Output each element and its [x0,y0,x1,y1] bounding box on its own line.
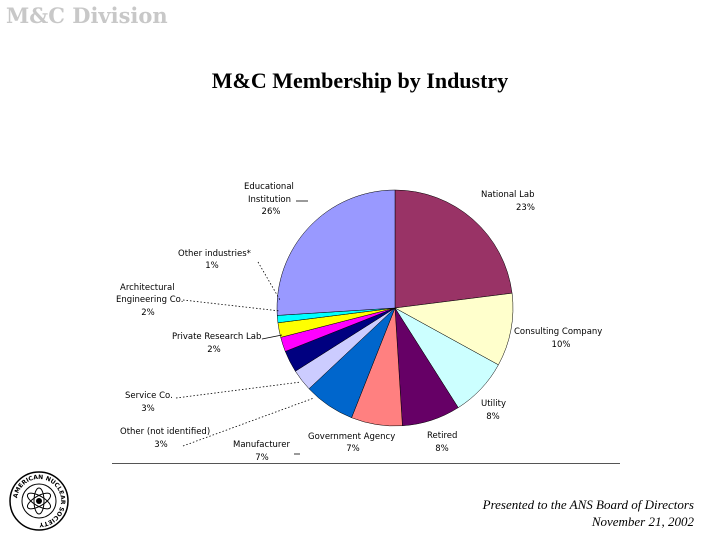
pie-slice [394,292,514,366]
ans-logo: AMERICAN NUCLEAR SOCIETY [9,471,69,531]
slice-percent: 7% [346,444,360,454]
slice-label: Government Agency [308,432,395,442]
slice-percent: 8% [435,444,449,454]
slice-percent: 3% [154,440,168,450]
division-title: M&C Division [6,3,168,28]
slice-percent: 23% [516,203,535,213]
leader-line [261,334,283,340]
slice-label: Retired [427,431,457,441]
slice-percent: 3% [141,404,155,414]
slice-percent: 8% [486,412,500,422]
slice-label: Private Research Lab [172,332,261,342]
slice-label: Other (not identified) [120,427,210,437]
leader-line [175,381,302,399]
slice-percent: 1% [205,261,219,271]
slice-percent: 2% [207,345,221,355]
pie-slice [276,189,396,316]
slice-label: Institution [248,195,291,205]
slice-percent: 7% [255,453,269,463]
leader-line [182,299,281,312]
slice-label: Other industries* [178,249,251,259]
footer: Presented to the ANS Board of Directors … [483,496,694,530]
slice-label: National Lab [481,190,534,200]
slice-percent: 26% [262,207,281,217]
chart-title: M&C Membership by Industry [211,68,509,93]
slice-label: Manufacturer [233,440,290,450]
footer-line-2: November 21, 2002 [591,514,694,529]
leader-line [257,261,281,301]
slice-percent: 2% [141,308,155,318]
slice-label: Educational [244,182,294,192]
slice-percent: 10% [552,340,571,350]
slice-label: Utility [481,399,506,409]
pie-slice [394,189,513,309]
divider-line [112,463,620,464]
slice-label: Engineering Co. [116,295,183,305]
slice-label: Service Co. [125,391,173,401]
leader-line [182,397,315,447]
footer-line-1: Presented to the ANS Board of Directors [482,497,694,512]
slice-label: Architectural [120,283,175,293]
slice-label: Consulting Company [514,327,602,337]
